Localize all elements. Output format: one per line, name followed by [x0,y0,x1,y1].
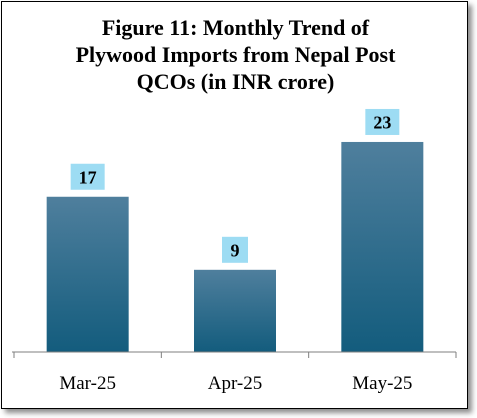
data-label-apr-25: 9 [222,236,248,263]
x-tick-label-mar-25: Mar-25 [59,373,116,394]
bars [46,141,424,352]
data-labels: 17 9 23 [70,108,400,263]
bar-may-25 [341,141,424,352]
x-tick-label-apr-25: Apr-25 [208,373,263,394]
data-label-box [70,163,105,190]
chart-frame: Figure 11: Monthly Trend of Plywood Impo… [1,1,468,409]
chart-title-line-2: Plywood Imports from Nepal Post [75,42,396,67]
bar-chart: 17 9 23 Mar-25 Apr-25 May-25 [12,108,457,394]
data-label-may-25: 23 [365,108,400,135]
data-label-text: 17 [79,167,97,187]
bar-mar-25 [46,196,129,352]
data-label-text: 9 [231,240,240,260]
x-axis [12,351,457,358]
data-label-box [365,108,400,135]
data-label-box [222,236,248,263]
chart-title-line-3: QCOs (in INR crore) [136,69,335,94]
chart-title: Figure 11: Monthly Trend of Plywood Impo… [2,14,469,95]
data-label-mar-25: 17 [70,163,105,190]
data-label-text: 23 [373,112,391,132]
bar-apr-25 [194,269,276,352]
x-tick-label-may-25: May-25 [352,373,412,394]
x-tick-labels: Mar-25 Apr-25 May-25 [59,373,412,394]
chart-title-line-1: Figure 11: Monthly Trend of [101,15,370,40]
